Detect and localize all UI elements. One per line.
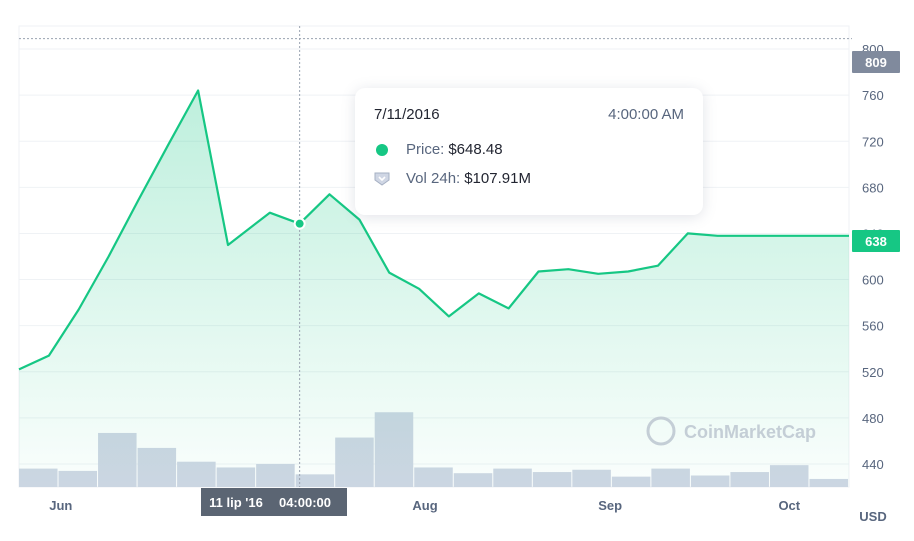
- y-axis: 440480520560600640680720760800: [862, 42, 884, 472]
- cursor-label-time: 04:00:00: [279, 495, 331, 510]
- y-tick-label: 760: [862, 88, 884, 103]
- price-area: [19, 90, 849, 487]
- y-tick-label: 720: [862, 134, 884, 149]
- x-tick-label: Jun: [49, 498, 72, 513]
- cursor-label-date: 11 lip '16: [209, 495, 263, 510]
- tooltip-volume-value: $107.91M: [464, 170, 531, 187]
- y-tick-label: 680: [862, 180, 884, 195]
- tooltip-price-row: Price: $648.48: [374, 141, 684, 158]
- watermark-text: CoinMarketCap: [684, 422, 816, 442]
- x-axis: Jun Aug Sep Oct: [49, 498, 801, 513]
- max-badge-label: 809: [865, 55, 887, 70]
- y-tick-label: 480: [862, 411, 884, 426]
- tooltip-price-label: Price:: [406, 141, 445, 158]
- tooltip-time: 4:00:00 AM: [608, 106, 684, 123]
- x-tick-label: Oct: [778, 498, 800, 513]
- tooltip-header: 7/11/2016 4:00:00 AM: [374, 106, 684, 123]
- price-line: [18, 89, 849, 371]
- hover-point: [293, 217, 306, 230]
- max-badge: 809: [852, 51, 900, 73]
- volume-icon: [374, 172, 390, 186]
- tooltip-price-value: $648.48: [448, 141, 503, 158]
- cursor-label: 11 lip '16 04:00:00: [201, 488, 347, 516]
- x-tick-label: Sep: [598, 498, 622, 513]
- y-unit-label: USD: [859, 509, 886, 524]
- y-tick-label: 560: [862, 319, 884, 334]
- watermark: CoinMarketCap: [646, 416, 816, 446]
- price-dot-icon: [376, 143, 388, 156]
- x-tick-label: Aug: [412, 498, 437, 513]
- tooltip-volume-label: Vol 24h:: [406, 170, 461, 187]
- y-tick-label: 600: [862, 273, 884, 288]
- chart-tooltip: 7/11/2016 4:00:00 AM Price: $648.48 Vol …: [355, 88, 703, 215]
- y-tick-label: 520: [862, 365, 884, 380]
- last-price-badge-label: 638: [865, 234, 887, 249]
- last-price-badge: 638: [852, 230, 900, 252]
- tooltip-date: 7/11/2016: [374, 106, 440, 123]
- y-tick-label: 440: [862, 457, 884, 472]
- coinmarketcap-logo-icon: [646, 416, 676, 446]
- tooltip-volume-row: Vol 24h: $107.91M: [374, 170, 684, 187]
